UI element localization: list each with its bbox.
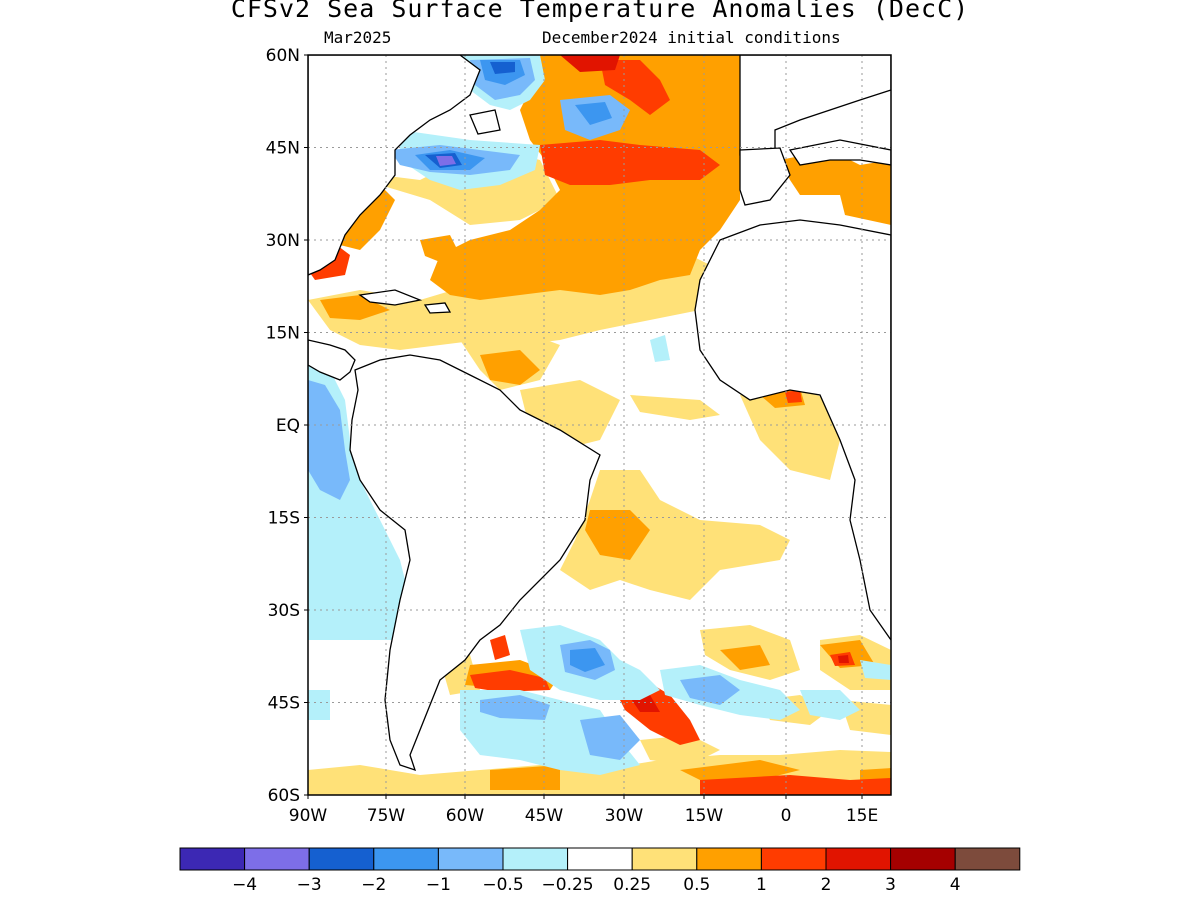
lon-label: 60W <box>446 806 485 826</box>
central-america-land <box>308 339 356 381</box>
initial-conditions: December2024 initial conditions <box>542 28 841 47</box>
lon-label: 90W <box>289 806 328 826</box>
legend-label: 0.5 <box>683 875 710 895</box>
legend-swatch <box>696 847 762 871</box>
legend-label: −2 <box>361 875 386 895</box>
lat-label: 30S <box>268 601 300 621</box>
legend-label: 0.25 <box>613 875 651 895</box>
legend-label: −4 <box>232 875 257 895</box>
europe-south-land <box>788 139 891 166</box>
lat-label: EQ <box>276 416 300 436</box>
newfoundland-island <box>469 109 501 135</box>
iberia-land <box>739 147 791 206</box>
legend-label: −3 <box>297 875 322 895</box>
lat-label: 45S <box>268 694 300 714</box>
legend-label: −0.25 <box>542 875 594 895</box>
legend-label: −0.5 <box>482 875 523 895</box>
hispaniola-island <box>423 302 452 314</box>
legend-swatch <box>437 847 504 871</box>
legend-swatch <box>825 847 892 871</box>
africa-land <box>694 219 891 642</box>
north-america-land <box>308 55 481 276</box>
lat-label: 45N <box>266 139 300 159</box>
legend-swatch <box>954 847 1021 871</box>
legend-swatch <box>308 847 375 871</box>
lat-lon-grid <box>308 55 891 795</box>
cuba-island <box>358 289 423 306</box>
anomaly-field <box>308 55 891 795</box>
latitude-labels: 60N 45N 30N 15N EQ 15S 30S 45S 60S <box>266 46 308 806</box>
legend-swatch <box>631 847 698 871</box>
south-america-land <box>349 354 601 772</box>
lon-label: 0 <box>781 806 792 826</box>
legend-swatch <box>890 847 956 871</box>
land-masses <box>308 55 891 772</box>
lat-label: 60S <box>268 786 300 806</box>
legend-label: −1 <box>426 875 451 895</box>
anomaly-neg3-neg4 <box>436 156 456 166</box>
lat-label: 30N <box>266 231 300 251</box>
legend-label: 4 <box>950 875 961 895</box>
lon-label: 15W <box>685 806 724 826</box>
legend-swatch <box>760 847 827 871</box>
lon-label: 15E <box>846 806 878 826</box>
lat-label: 60N <box>266 46 300 66</box>
legend-label: 1 <box>756 875 767 895</box>
legend-swatch <box>567 847 633 871</box>
lat-label: 15S <box>268 509 300 529</box>
lon-label: 45W <box>525 806 564 826</box>
map-title: CFSv2 Sea Surface Temperature Anomalies … <box>230 0 970 23</box>
valid-month: Mar2025 <box>324 28 392 47</box>
lat-label: 15N <box>266 324 300 344</box>
longitude-labels: 90W 75W 60W 45W 30W 15W 0 15E <box>289 795 878 826</box>
legend-label: 3 <box>885 875 896 895</box>
legend-label: 2 <box>821 875 832 895</box>
legend-swatch <box>373 847 439 871</box>
color-legend: −4 −3 −2 −1 −0.5 −0.25 0.25 0.5 1 2 3 4 <box>179 847 1021 895</box>
lon-label: 75W <box>367 806 406 826</box>
legend-swatch <box>179 847 246 871</box>
legend-swatch <box>502 847 569 871</box>
lon-label: 30W <box>605 806 644 826</box>
legend-swatch <box>244 847 310 871</box>
